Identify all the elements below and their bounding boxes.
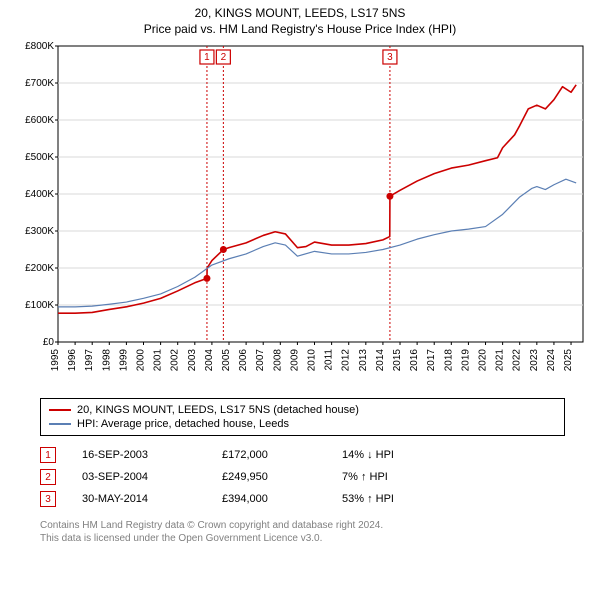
svg-text:1997: 1997 (84, 349, 95, 372)
svg-text:2007: 2007 (255, 349, 266, 372)
svg-text:£700K: £700K (25, 78, 54, 89)
legend-swatch-property (49, 409, 71, 411)
svg-text:2010: 2010 (307, 349, 318, 372)
svg-text:2014: 2014 (375, 349, 386, 372)
svg-text:2009: 2009 (289, 349, 300, 372)
svg-text:1999: 1999 (118, 349, 129, 372)
svg-text:2025: 2025 (563, 349, 574, 372)
svg-text:£100K: £100K (25, 300, 54, 311)
svg-text:1996: 1996 (67, 349, 78, 372)
svg-text:2005: 2005 (221, 349, 232, 372)
svg-text:2021: 2021 (495, 349, 506, 372)
legend-swatch-hpi (49, 423, 71, 425)
legend-label-hpi: HPI: Average price, detached house, Leed… (77, 418, 289, 430)
sale-date: 16-SEP-2003 (82, 449, 222, 461)
svg-text:2011: 2011 (324, 349, 335, 371)
sale-diff: 53% ↑ HPI (342, 493, 462, 505)
footer-line1: Contains HM Land Registry data © Crown c… (40, 520, 565, 533)
svg-text:£400K: £400K (25, 189, 54, 200)
svg-text:2000: 2000 (136, 349, 147, 372)
legend-row-hpi: HPI: Average price, detached house, Leed… (49, 417, 556, 431)
svg-text:3: 3 (387, 52, 393, 63)
legend-row-property: 20, KINGS MOUNT, LEEDS, LS17 5NS (detach… (49, 403, 556, 417)
legend-label-property: 20, KINGS MOUNT, LEEDS, LS17 5NS (detach… (77, 404, 359, 416)
svg-text:2017: 2017 (426, 349, 437, 372)
svg-text:2020: 2020 (478, 349, 489, 372)
svg-text:2022: 2022 (512, 349, 523, 372)
sale-price: £172,000 (222, 449, 342, 461)
svg-text:2006: 2006 (238, 349, 249, 372)
svg-text:2016: 2016 (409, 349, 420, 372)
svg-text:2015: 2015 (392, 349, 403, 372)
footer-attribution: Contains HM Land Registry data © Crown c… (40, 520, 565, 545)
sale-date: 03-SEP-2004 (82, 471, 222, 483)
svg-text:2012: 2012 (341, 349, 352, 372)
price-chart-svg: £0 £100K £200K £300K £400K £500K £600K £700K £80… (8, 40, 592, 392)
svg-text:£800K: £800K (25, 41, 54, 52)
svg-text:2: 2 (221, 52, 227, 63)
svg-text:2002: 2002 (170, 349, 181, 372)
svg-text:£200K: £200K (25, 263, 54, 274)
sale-diff: 14% ↓ HPI (342, 449, 462, 461)
footer-line2: This data is licensed under the Open Gov… (40, 533, 565, 546)
sale-marker: 1 (40, 447, 56, 463)
svg-text:2023: 2023 (529, 349, 540, 372)
svg-text:2018: 2018 (443, 349, 454, 372)
svg-text:2019: 2019 (460, 349, 471, 372)
svg-text:£500K: £500K (25, 152, 54, 163)
svg-text:£600K: £600K (25, 115, 54, 126)
svg-text:2001: 2001 (153, 349, 164, 372)
sale-price: £249,950 (222, 471, 342, 483)
svg-text:2013: 2013 (358, 349, 369, 372)
page-title-address: 20, KINGS MOUNT, LEEDS, LS17 5NS (0, 0, 600, 20)
sale-marker: 2 (40, 469, 56, 485)
sale-price: £394,000 (222, 493, 342, 505)
svg-text:2024: 2024 (546, 349, 557, 372)
svg-text:1: 1 (204, 52, 210, 63)
svg-text:£300K: £300K (25, 226, 54, 237)
sale-row: 2 03-SEP-2004 £249,950 7% ↑ HPI (40, 466, 565, 488)
sale-row: 1 16-SEP-2003 £172,000 14% ↓ HPI (40, 444, 565, 466)
svg-text:£0: £0 (43, 337, 55, 348)
svg-text:1995: 1995 (50, 349, 61, 372)
sale-row: 3 30-MAY-2014 £394,000 53% ↑ HPI (40, 488, 565, 510)
sale-date: 30-MAY-2014 (82, 493, 222, 505)
page-title-subtitle: Price paid vs. HM Land Registry's House … (0, 20, 600, 40)
chart-legend: 20, KINGS MOUNT, LEEDS, LS17 5NS (detach… (40, 398, 565, 436)
sale-marker: 3 (40, 491, 56, 507)
svg-text:2008: 2008 (272, 349, 283, 372)
svg-text:2003: 2003 (187, 349, 198, 372)
svg-text:2004: 2004 (204, 349, 215, 372)
sale-diff: 7% ↑ HPI (342, 471, 462, 483)
price-chart: £0 £100K £200K £300K £400K £500K £600K £700K £80… (8, 40, 592, 392)
svg-text:1998: 1998 (101, 349, 112, 372)
sales-table: 1 16-SEP-2003 £172,000 14% ↓ HPI 2 03-SE… (40, 444, 565, 510)
